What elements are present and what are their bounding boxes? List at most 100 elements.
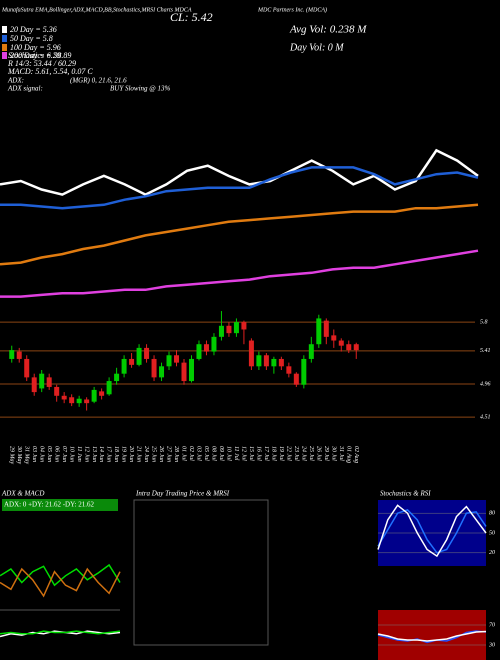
x-tick-label: 17 Jun: [106, 446, 112, 462]
x-tick-label: 12 Jul: [241, 446, 247, 461]
x-tick-label: 01 Jul: [181, 446, 187, 461]
x-tick-label: 30 May: [16, 445, 22, 464]
candle-body: [84, 399, 90, 404]
x-tick-label: 18 Jul: [270, 446, 276, 461]
candle-body: [226, 325, 232, 334]
x-tick-label: 29 May: [8, 446, 14, 464]
candle-body: [233, 322, 239, 334]
x-tick-label: 31 May: [23, 445, 29, 464]
legend-label: 50 Day = 5.8: [10, 34, 53, 43]
x-tick-label: 25 Jun: [151, 446, 157, 462]
y-tick-label: 50: [489, 530, 495, 536]
legend-swatch: [2, 35, 7, 42]
x-tick-label: 19 Jun: [121, 446, 127, 462]
series-line: [0, 203, 479, 266]
candle-body: [24, 358, 30, 378]
y-tick-label: 80: [489, 511, 495, 517]
annotation: BUY Slowing @ 13%: [110, 85, 170, 93]
candle-body: [159, 366, 165, 378]
legend-label: 20 Day = 5.36: [10, 25, 57, 34]
x-tick-label: 13 Jun: [91, 446, 97, 462]
candle-body: [144, 347, 150, 359]
candle-body: [308, 344, 314, 359]
x-tick-label: 25 Jul: [308, 446, 314, 461]
x-tick-label: 01 Aug: [345, 446, 351, 463]
x-tick-label: 09 Jul: [218, 446, 224, 461]
x-tick-label: 03 Jul: [196, 446, 202, 461]
candle-body: [114, 373, 120, 382]
y-tick-label: 4.51: [480, 414, 491, 421]
adx-label: ADX: 0 +DY: 21.62 -DY: 21.62: [4, 501, 94, 509]
candle-body: [316, 318, 322, 345]
x-tick-label: 10 Jun: [68, 446, 74, 462]
annotation: Avg Vol: 0.238 M: [289, 24, 367, 36]
panel-title: Stochastics & RSI: [380, 490, 431, 498]
y-tick-label: 5.41: [480, 347, 491, 354]
candle-body: [31, 377, 37, 393]
candle-body: [301, 358, 307, 385]
x-tick-label: 11 Jul: [233, 446, 239, 461]
adx-label-box: [2, 499, 118, 511]
candle-body: [181, 362, 187, 382]
candle-body: [188, 358, 194, 382]
annotation: R 14/3: 53.44 / 60.29: [7, 59, 76, 68]
x-tick-label: 22 Jul: [285, 446, 291, 461]
x-tick-label: 05 Jun: [46, 446, 52, 462]
x-tick-label: 02 Jul: [188, 446, 194, 461]
series-line: [0, 249, 479, 298]
candle-body: [218, 325, 224, 337]
x-tick-label: 24 Jun: [143, 446, 150, 462]
y-tick-label: 20: [489, 550, 495, 556]
x-tick-label: 27 Jun: [166, 446, 172, 462]
x-tick-label: 15 Jul: [248, 446, 254, 461]
legend-label: 200 Day = 6.29: [10, 51, 61, 60]
legend-swatch: [2, 52, 7, 59]
candle-body: [46, 377, 52, 387]
candle-body: [166, 355, 172, 367]
candle-body: [129, 358, 135, 365]
x-tick-label: 23 Jul: [293, 446, 299, 461]
title: MDC Partners Inc. (MDCA): [257, 6, 327, 13]
x-tick-label: 03 Jun: [31, 446, 37, 462]
candle-body: [16, 351, 22, 359]
series-line: [0, 630, 121, 635]
x-tick-label: 28 Jun: [173, 446, 179, 462]
candle-body: [248, 340, 254, 367]
candle-body: [136, 347, 142, 365]
subtitle: MunafaSutra EMA,Bollinger,ADX,MACD,BB,St…: [1, 6, 192, 13]
y-tick-label: 4.96: [480, 380, 491, 387]
candle-body: [151, 358, 157, 378]
candle-body: [121, 358, 127, 374]
candle-body: [69, 397, 75, 404]
candle-body: [91, 389, 97, 402]
panel-bg: [378, 610, 486, 660]
x-tick-label: 04 Jun: [38, 446, 45, 462]
candle-body: [278, 358, 284, 367]
series-line: [0, 166, 479, 210]
x-tick-label: 26 Jul: [315, 446, 321, 461]
candle-body: [286, 366, 292, 374]
intraday-box: [133, 499, 269, 646]
candle-body: [203, 344, 209, 352]
candle-body: [293, 373, 299, 385]
x-tick-label: 02 Aug: [353, 446, 359, 463]
annotation: MACD: 5.61, 5.54, 0.07 C: [7, 67, 93, 76]
candle-body: [39, 373, 45, 389]
x-tick-label: 07 Jun: [61, 446, 67, 462]
x-tick-label: 10 Jul: [226, 446, 232, 461]
series-line: [0, 148, 479, 196]
candle-body: [99, 391, 105, 396]
annotation: Stochastics = 58.89: [8, 51, 71, 60]
x-tick-label: 26 Jun: [158, 446, 164, 462]
candle-body: [196, 344, 202, 359]
x-tick-label: 20 Jun: [128, 446, 134, 462]
x-tick-label: 14 Jun: [98, 446, 105, 462]
x-tick-label: 30 Jul: [330, 445, 336, 461]
panel-title: ADX & MACD: [1, 490, 44, 498]
candle-body: [174, 355, 180, 363]
x-tick-label: 16 Jul: [256, 446, 262, 461]
candle-body: [271, 358, 277, 367]
y-tick-label: 5.8: [480, 319, 488, 325]
candle-body: [106, 381, 112, 395]
annotation: CL: 5.42: [170, 10, 213, 24]
